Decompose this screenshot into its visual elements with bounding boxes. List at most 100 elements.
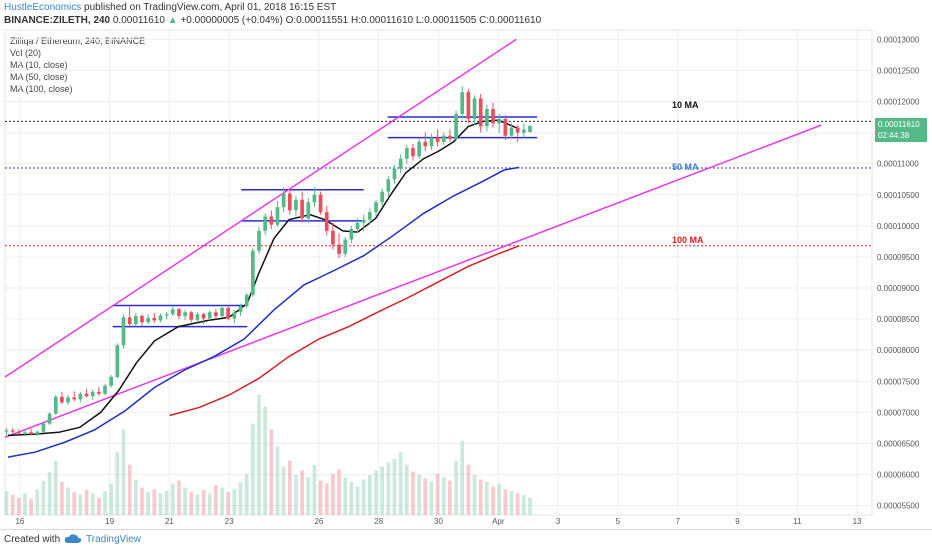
legend-ma10[interactable]: MA (10, close): [10, 60, 68, 70]
volume-bar: [66, 487, 70, 515]
volume-bar: [244, 473, 249, 515]
candle-body: [152, 317, 157, 321]
candle-body: [386, 179, 391, 192]
legend-ma100[interactable]: MA (100, close): [10, 84, 73, 94]
volume-bar: [423, 478, 428, 515]
candle-body: [460, 92, 465, 114]
candle-body: [324, 212, 329, 231]
x-tick-label: 23: [225, 517, 234, 526]
candle-body: [441, 135, 446, 142]
y-tick-label: 0.00012500: [877, 66, 920, 75]
volume-bar: [491, 486, 495, 515]
volume-bar: [349, 481, 354, 515]
volume-bar: [158, 493, 163, 515]
candle-body: [220, 307, 224, 317]
y-tick-label: 0.00011000: [877, 160, 919, 169]
candle-body: [404, 148, 409, 159]
y-tick-label: 0.00009000: [877, 284, 920, 293]
legend-ma50[interactable]: MA (50, close): [10, 72, 68, 82]
volume-bar: [226, 492, 231, 515]
candle-body: [115, 345, 120, 377]
volume-bar: [29, 499, 33, 515]
candle-body: [497, 118, 502, 124]
x-tick-label: 13: [853, 517, 862, 526]
volume-bar: [368, 475, 372, 515]
candle-body: [294, 199, 298, 211]
volume-bar: [306, 477, 311, 515]
candle-body: [306, 202, 311, 219]
author-name[interactable]: HustleEconomics: [4, 2, 82, 13]
volume-bar: [503, 489, 508, 515]
volume-bar: [257, 395, 261, 515]
x-axis-labels: 16 19 21 23 26 28 30 Apr 3 5 7 9 11 13: [15, 517, 862, 526]
volume-bar: [509, 491, 514, 515]
x-tick-label: 26: [314, 517, 323, 526]
candle-body: [189, 312, 194, 320]
candle-body: [164, 314, 169, 316]
candle-body: [368, 212, 372, 220]
candle-body: [503, 118, 508, 136]
y-tick-label: 0.00006500: [877, 439, 920, 448]
candle-body: [250, 250, 255, 295]
volume-bar: [164, 491, 169, 515]
cloud-icon[interactable]: [64, 533, 82, 548]
volume-bar: [417, 475, 421, 515]
volume-bar: [238, 481, 243, 515]
volume-bar: [232, 488, 237, 515]
y-tick-label: 0.00013000: [877, 35, 920, 44]
price-chart[interactable]: 0.000130000.000125000.000120000.00011500…: [0, 0, 932, 529]
candle-body: [343, 239, 348, 254]
candle-body: [312, 194, 317, 203]
volume-bar: [133, 479, 138, 515]
volume-bar: [521, 495, 526, 515]
volume-bar: [429, 481, 434, 515]
candle-body: [509, 127, 514, 136]
volume-bar: [300, 470, 304, 515]
volume-bar: [250, 423, 255, 515]
annotation-100ma: 100 MA: [672, 235, 704, 245]
candle-body: [201, 314, 206, 319]
publish-line: HustleEconomics published on TradingView…: [4, 2, 336, 13]
annotation-10ma: 10 MA: [672, 100, 699, 110]
publish-info: published on TradingView.com, April 01, …: [84, 2, 337, 13]
tradingview-link[interactable]: TradingView: [86, 534, 142, 545]
x-tick-label: 5: [616, 517, 621, 526]
candle-body: [417, 141, 421, 157]
candle-body: [466, 92, 471, 119]
x-tick-label: 7: [675, 517, 680, 526]
volume-bar: [220, 487, 224, 515]
up-arrow-icon: ▲: [167, 15, 178, 26]
symbol-info: BINANCE:ZILETH, 240: [4, 15, 111, 26]
x-tick-label: 11: [793, 517, 802, 526]
ohlc-values: O:0.00011551 H:0.00011610 L:0.00011505 C…: [285, 15, 542, 26]
candle-body: [103, 385, 107, 394]
volume-bar: [374, 470, 378, 515]
candle-body: [448, 135, 452, 139]
volume-bar: [478, 479, 483, 515]
candle-body: [72, 397, 77, 400]
volume-bar: [263, 406, 268, 515]
candle-body: [232, 312, 237, 319]
volume-bar: [97, 497, 101, 515]
annotation-50ma: 50 MA: [672, 162, 699, 172]
volume-bar: [281, 466, 286, 515]
volume-bar: [361, 479, 366, 515]
volume-bar: [324, 483, 329, 515]
candle-body: [411, 148, 415, 157]
candle-body: [429, 137, 434, 147]
volume-bar: [460, 440, 465, 515]
volume-bar: [152, 489, 157, 515]
y-tick-label: 0.00005500: [877, 502, 920, 511]
candle-body: [515, 127, 520, 133]
candle-body: [380, 191, 385, 203]
candle-body: [23, 432, 27, 434]
legend-vol[interactable]: Vol (20): [10, 48, 42, 58]
volume-bar: [127, 464, 132, 515]
dotted-levels: [5, 120, 872, 247]
ma50-line: [7, 166, 520, 458]
annotations: 10 MA 50 MA 100 MA: [672, 100, 704, 245]
volume-bar: [312, 464, 317, 515]
volume-bar: [177, 480, 181, 515]
volume-bar: [4, 491, 9, 515]
candle-body: [60, 396, 64, 403]
